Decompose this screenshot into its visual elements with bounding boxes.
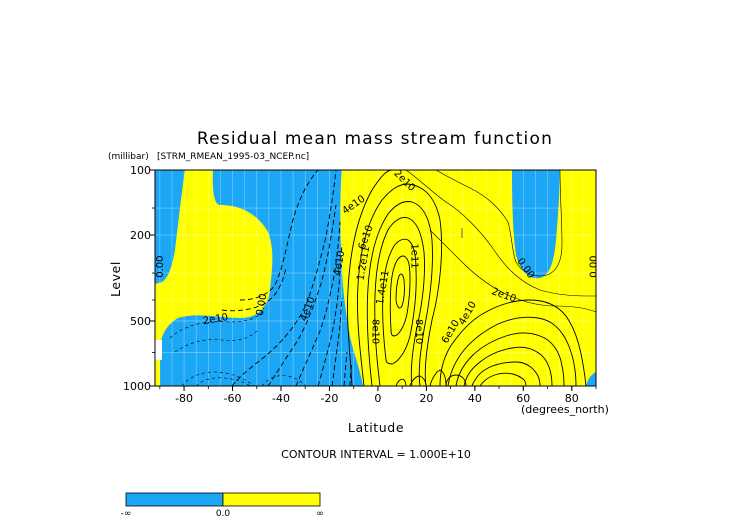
x-tick-label: -80 xyxy=(175,392,193,405)
y-tick-label: 1000 xyxy=(123,380,151,393)
contour-label: 4e10 xyxy=(332,250,347,277)
colorbar: -∞ 0.0 ∞ xyxy=(121,492,324,519)
negative-contours xyxy=(221,170,353,386)
axes: -80 -60 -40 -20 0 20 40 60 80 100 200 500 1000 xyxy=(123,164,597,405)
colorbar-label-min: -∞ xyxy=(121,509,132,519)
plot-area xyxy=(155,170,596,386)
x-units-label: (degrees_north) xyxy=(521,403,609,416)
x-tick-label: -60 xyxy=(224,392,242,405)
positive-contours xyxy=(347,170,587,386)
x-tick-label: -40 xyxy=(272,392,290,405)
plot-frame xyxy=(154,169,597,387)
negative-region-south-main xyxy=(160,170,363,386)
negative-region-bottom-right xyxy=(586,372,596,386)
positive-contours-thin xyxy=(405,170,596,313)
negative-region-north xyxy=(512,170,560,279)
x-tick-label: -20 xyxy=(320,392,338,405)
colorbar-label-max: ∞ xyxy=(316,509,324,519)
y-units-label: (millibar) xyxy=(108,152,149,162)
negative-region-south xyxy=(155,170,185,284)
chart-subtitle: [STRM_RMEAN_1995-03_NCEP.nc] xyxy=(157,152,309,162)
x-tick-label: 40 xyxy=(468,392,482,405)
y-axis-label: Level xyxy=(108,261,123,297)
y-tick-label: 500 xyxy=(130,315,151,328)
x-axis-label: Latitude xyxy=(348,420,404,435)
x-tick-label: 20 xyxy=(419,392,433,405)
contour-label: 8e10 xyxy=(413,319,424,344)
contour-label: 0.00 xyxy=(255,293,270,317)
chart-title: Residual mean mass stream function xyxy=(197,129,553,149)
y-tick-label: 200 xyxy=(130,229,151,242)
contour-label: 0.00 xyxy=(155,255,166,277)
contour-label: 2e10 xyxy=(202,312,229,327)
contour-label: 0.00 xyxy=(589,255,600,277)
x-tick-label: 0 xyxy=(374,392,381,405)
contour-label: 8e10 xyxy=(370,319,381,344)
colorbar-label-mid: 0.0 xyxy=(216,509,231,519)
colorbar-negative xyxy=(125,492,224,507)
contour-interval-text: CONTOUR INTERVAL = 1.000E+10 xyxy=(281,448,471,461)
contour-label: 1e11 xyxy=(408,243,419,268)
white-notch xyxy=(155,340,162,360)
y-tick-label: 100 xyxy=(130,164,151,177)
grid xyxy=(155,170,596,386)
negative-contours-thin xyxy=(169,309,307,386)
x-tick-label: 60 xyxy=(516,392,530,405)
x-tick-label: 80 xyxy=(565,392,579,405)
colorbar-positive xyxy=(222,492,321,507)
